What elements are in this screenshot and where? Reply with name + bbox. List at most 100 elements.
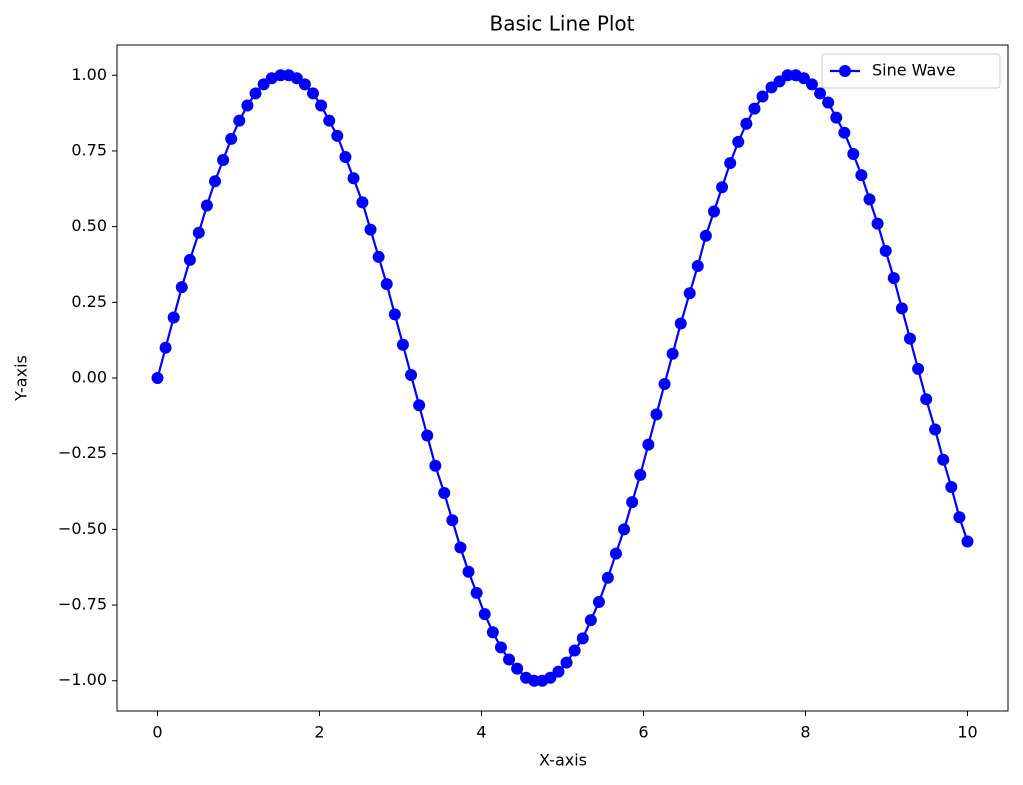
legend-marker [839, 65, 851, 77]
data-point [674, 317, 687, 330]
data-point [961, 535, 974, 548]
data-point [454, 541, 467, 554]
data-point [413, 399, 426, 412]
y-tick-label: 1.00 [71, 65, 107, 84]
data-point [339, 151, 352, 164]
data-point [331, 129, 344, 142]
data-point [666, 347, 679, 360]
data-point [847, 147, 860, 160]
data-point [683, 287, 696, 300]
data-point [421, 429, 434, 442]
y-tick-label: −0.25 [58, 443, 107, 462]
data-point [634, 468, 647, 481]
y-tick-label: −1.00 [58, 670, 107, 689]
data-point [626, 496, 639, 509]
data-point [249, 87, 262, 100]
x-tick-label: 6 [638, 723, 648, 742]
data-point [748, 102, 761, 115]
data-point [470, 586, 483, 599]
data-point [716, 181, 729, 194]
data-point [618, 523, 631, 536]
data-point [920, 393, 933, 406]
data-point [478, 608, 491, 621]
data-point [511, 662, 524, 675]
y-tick-label: 0.25 [71, 292, 107, 311]
data-point [887, 272, 900, 285]
y-axis-label: Y-axis [12, 355, 31, 402]
y-tick-label: 0.00 [71, 368, 107, 387]
data-point [217, 154, 230, 167]
data-point [503, 653, 516, 666]
data-point [584, 614, 597, 627]
y-tick-label: 0.75 [71, 140, 107, 159]
x-tick-label: 8 [800, 723, 810, 742]
x-tick-label: 10 [957, 723, 977, 742]
data-point [446, 514, 459, 527]
data-point [879, 244, 892, 257]
data-point [912, 362, 925, 375]
data-point [895, 302, 908, 315]
data-point [740, 117, 753, 130]
data-point [576, 632, 589, 645]
data-point [658, 378, 671, 391]
data-point [298, 78, 311, 91]
data-point [830, 111, 843, 124]
data-point [568, 644, 581, 657]
x-tick-label: 4 [476, 723, 486, 742]
data-point [462, 565, 475, 578]
x-tick-label: 2 [314, 723, 324, 742]
data-point [929, 423, 942, 436]
data-point [871, 217, 884, 230]
data-point [494, 641, 507, 654]
x-tick-label: 0 [152, 723, 162, 742]
chart-title: Basic Line Plot [489, 12, 634, 36]
data-point [601, 571, 614, 584]
data-point [699, 229, 712, 242]
legend-box [821, 53, 1001, 89]
data-point [315, 99, 328, 112]
data-point [323, 114, 336, 127]
data-point [200, 199, 213, 212]
data-point [405, 368, 418, 381]
data-point [175, 281, 188, 294]
data-point [552, 665, 565, 678]
data-point [307, 87, 320, 100]
data-point [822, 96, 835, 109]
data-point [953, 511, 966, 524]
data-point [364, 223, 377, 236]
data-point [814, 87, 827, 100]
y-tick-label: −0.75 [58, 595, 107, 614]
data-point [241, 99, 254, 112]
y-tick-label: 0.50 [71, 216, 107, 235]
data-point [650, 408, 663, 421]
data-point [937, 453, 950, 466]
data-point [486, 626, 499, 639]
data-point [396, 338, 409, 351]
data-point [724, 157, 737, 170]
data-point [151, 372, 164, 384]
data-point [732, 135, 745, 148]
data-point [805, 78, 818, 91]
data-point [159, 341, 172, 354]
data-point [903, 332, 916, 345]
data-point [609, 547, 622, 560]
legend-label: Sine Wave [872, 61, 956, 80]
y-tick-label: −0.50 [58, 519, 107, 538]
data-point [642, 438, 655, 451]
data-point [429, 459, 442, 472]
data-point [167, 311, 180, 324]
plot-frame [116, 44, 1009, 712]
data-point [855, 169, 868, 182]
data-point [356, 196, 369, 209]
data-point [756, 90, 769, 103]
data-point [380, 278, 393, 291]
data-point [347, 172, 360, 185]
data-point [592, 596, 605, 609]
data-point [838, 126, 851, 139]
data-point [372, 250, 385, 263]
data-point [183, 253, 196, 266]
data-point [209, 175, 222, 188]
data-point [233, 114, 246, 127]
data-point [225, 132, 238, 145]
